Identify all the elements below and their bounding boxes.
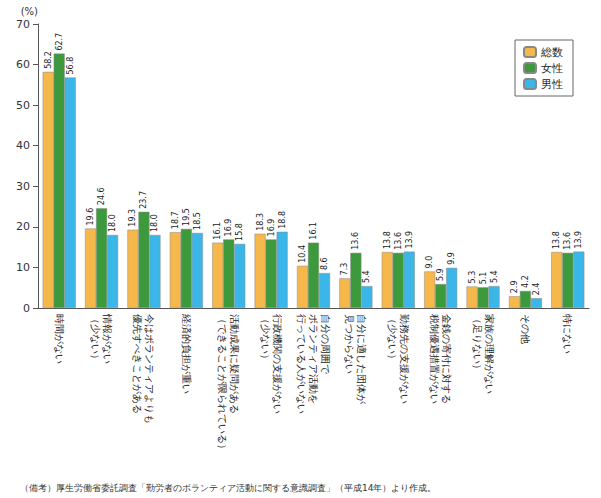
svg-text:58.2: 58.2 bbox=[44, 51, 53, 69]
svg-text:10: 10 bbox=[16, 261, 30, 274]
svg-text:18.3: 18.3 bbox=[256, 213, 265, 231]
svg-text:8.6: 8.6 bbox=[320, 257, 329, 270]
svg-text:20: 20 bbox=[16, 220, 30, 233]
svg-text:自分に適した団体が: 自分に適した団体が bbox=[356, 314, 367, 405]
svg-text:（少ない）: （少ない） bbox=[90, 314, 101, 364]
svg-text:その他: その他 bbox=[520, 314, 531, 344]
svg-text:女性: 女性 bbox=[541, 62, 563, 75]
svg-text:2.4: 2.4 bbox=[532, 283, 541, 296]
svg-text:0: 0 bbox=[23, 302, 30, 315]
svg-text:13.6: 13.6 bbox=[351, 232, 360, 250]
svg-text:18.7: 18.7 bbox=[171, 211, 180, 229]
svg-text:16.1: 16.1 bbox=[309, 222, 318, 240]
svg-text:自分の周囲で: 自分の周囲で bbox=[320, 314, 331, 375]
svg-text:4.2: 4.2 bbox=[521, 275, 530, 288]
svg-text:今はボランティアよりも: 今はボランティアよりも bbox=[144, 314, 155, 424]
svg-text:13.8: 13.8 bbox=[383, 231, 392, 249]
svg-text:（備考）厚生労働省委託調査「勤労者のボランティア活動に関する: （備考）厚生労働省委託調査「勤労者のボランティア活動に関する意識調査」（平成14… bbox=[20, 483, 436, 493]
svg-text:5.4: 5.4 bbox=[490, 270, 499, 283]
svg-text:13.9: 13.9 bbox=[405, 231, 414, 249]
svg-text:19.3: 19.3 bbox=[128, 209, 137, 227]
svg-text:50: 50 bbox=[16, 99, 30, 112]
svg-text:ボランティア活動を: ボランティア活動を bbox=[308, 314, 319, 404]
svg-text:（できることが限られている）: （できることが限られている） bbox=[217, 314, 228, 454]
svg-text:60: 60 bbox=[16, 58, 30, 71]
svg-text:9.0: 9.0 bbox=[425, 256, 434, 269]
svg-text:2.9: 2.9 bbox=[510, 280, 519, 293]
svg-text:16.1: 16.1 bbox=[213, 222, 222, 240]
svg-text:男性: 男性 bbox=[541, 78, 563, 91]
svg-text:(%): (%) bbox=[21, 6, 38, 17]
svg-text:23.7: 23.7 bbox=[139, 191, 148, 209]
svg-text:特にない: 特にない bbox=[562, 314, 573, 354]
svg-text:5.4: 5.4 bbox=[362, 270, 371, 283]
svg-text:16.9: 16.9 bbox=[267, 219, 276, 237]
svg-text:40: 40 bbox=[16, 139, 30, 152]
svg-text:18.8: 18.8 bbox=[278, 211, 287, 229]
svg-text:9.9: 9.9 bbox=[447, 252, 456, 265]
svg-text:30: 30 bbox=[16, 180, 30, 193]
svg-text:16.9: 16.9 bbox=[224, 219, 233, 237]
svg-text:70: 70 bbox=[16, 18, 30, 31]
svg-text:税制優遇措置がない: 税制優遇措置がない bbox=[429, 314, 440, 404]
svg-text:10.4: 10.4 bbox=[298, 245, 307, 263]
svg-text:勤務先の支援がない: 勤務先の支援がない bbox=[399, 314, 410, 404]
svg-text:経済的負担が重い: 経済的負担が重い bbox=[181, 313, 192, 394]
svg-text:24.6: 24.6 bbox=[97, 187, 106, 205]
svg-text:19.6: 19.6 bbox=[86, 208, 95, 226]
svg-text:行政機関の支援がない: 行政機関の支援がない bbox=[272, 314, 283, 414]
svg-text:7.3: 7.3 bbox=[340, 263, 349, 276]
svg-text:金銭の寄付に対する: 金銭の寄付に対する bbox=[441, 314, 452, 404]
svg-text:行っている人がいない: 行っている人がいない bbox=[296, 314, 307, 414]
svg-text:19.5: 19.5 bbox=[182, 208, 191, 226]
svg-text:18.0: 18.0 bbox=[150, 214, 159, 232]
svg-text:（足りない）: （足りない） bbox=[472, 314, 483, 374]
svg-text:62.7: 62.7 bbox=[55, 33, 64, 51]
svg-text:優先すべきことがある: 優先すべきことがある bbox=[132, 314, 143, 414]
svg-text:13.8: 13.8 bbox=[552, 231, 561, 249]
svg-text:5.3: 5.3 bbox=[468, 271, 477, 284]
svg-text:（少ない）: （少ない） bbox=[387, 314, 398, 364]
svg-text:13.6: 13.6 bbox=[563, 232, 572, 250]
svg-text:18.0: 18.0 bbox=[108, 214, 117, 232]
svg-text:家族の理解がない: 家族の理解がない bbox=[484, 314, 495, 394]
svg-text:見つからない: 見つからない bbox=[344, 314, 355, 374]
svg-text:総数: 総数 bbox=[540, 46, 563, 59]
svg-text:情報がない: 情報がない bbox=[102, 313, 113, 364]
svg-text:15.8: 15.8 bbox=[235, 223, 244, 241]
svg-text:時間がない: 時間がない bbox=[54, 314, 65, 364]
svg-text:5.9: 5.9 bbox=[436, 268, 445, 281]
svg-text:13.6: 13.6 bbox=[394, 232, 403, 250]
svg-text:活動成果に疑問がある: 活動成果に疑問がある bbox=[229, 314, 240, 414]
svg-text:13.9: 13.9 bbox=[574, 231, 583, 249]
svg-text:56.8: 56.8 bbox=[66, 57, 75, 75]
svg-text:5.1: 5.1 bbox=[479, 272, 488, 285]
svg-text:（少ない）: （少ない） bbox=[260, 314, 271, 364]
svg-text:18.5: 18.5 bbox=[193, 212, 202, 230]
